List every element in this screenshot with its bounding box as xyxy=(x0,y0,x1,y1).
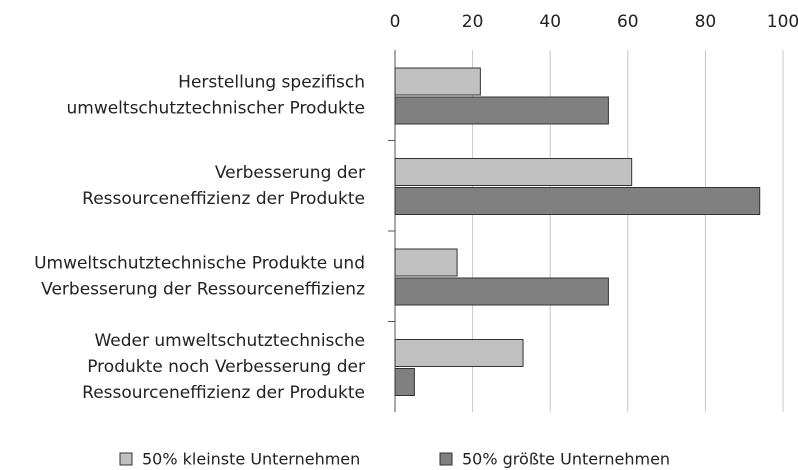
bar xyxy=(394,96,609,125)
category-label: umweltschutztechnischer Produkte xyxy=(66,98,365,118)
category-label: Ressourceneffizienz der Produkte xyxy=(82,383,365,403)
x-tick-label: 100 xyxy=(767,12,798,32)
x-tick-label: 60 xyxy=(617,12,639,32)
category-label: Umweltschutztechnische Produkte und xyxy=(34,253,365,273)
legend: 50% kleinste Unternehmen 50% größte Unter… xyxy=(119,450,670,469)
legend-label: 50% kleinste Unternehmen xyxy=(142,450,360,469)
legend-swatch xyxy=(439,452,453,466)
category-label: Weder umweltschutztechnische xyxy=(94,331,365,351)
x-tick-label: 80 xyxy=(695,12,717,32)
legend-swatch xyxy=(119,452,133,466)
bar xyxy=(394,368,415,396)
bar xyxy=(394,67,481,96)
bar xyxy=(394,158,633,186)
bar xyxy=(394,339,524,367)
category-label: Ressourceneffizienz der Produkte xyxy=(82,189,365,209)
legend-label: 50% größte Unternehmen xyxy=(462,450,670,469)
bar xyxy=(394,277,609,306)
x-tick-label: 20 xyxy=(462,12,484,32)
x-tick-label: 40 xyxy=(539,12,561,32)
x-tick-label: 0 xyxy=(390,12,401,32)
bar xyxy=(394,248,458,277)
category-label: Produkte noch Verbesserung der xyxy=(87,357,365,377)
bar xyxy=(394,187,761,215)
category-label: Verbesserung der xyxy=(215,163,365,183)
category-label: Herstellung spezifisch xyxy=(178,72,365,92)
category-label: Verbesserung der Ressourceneffizienz xyxy=(41,279,365,299)
